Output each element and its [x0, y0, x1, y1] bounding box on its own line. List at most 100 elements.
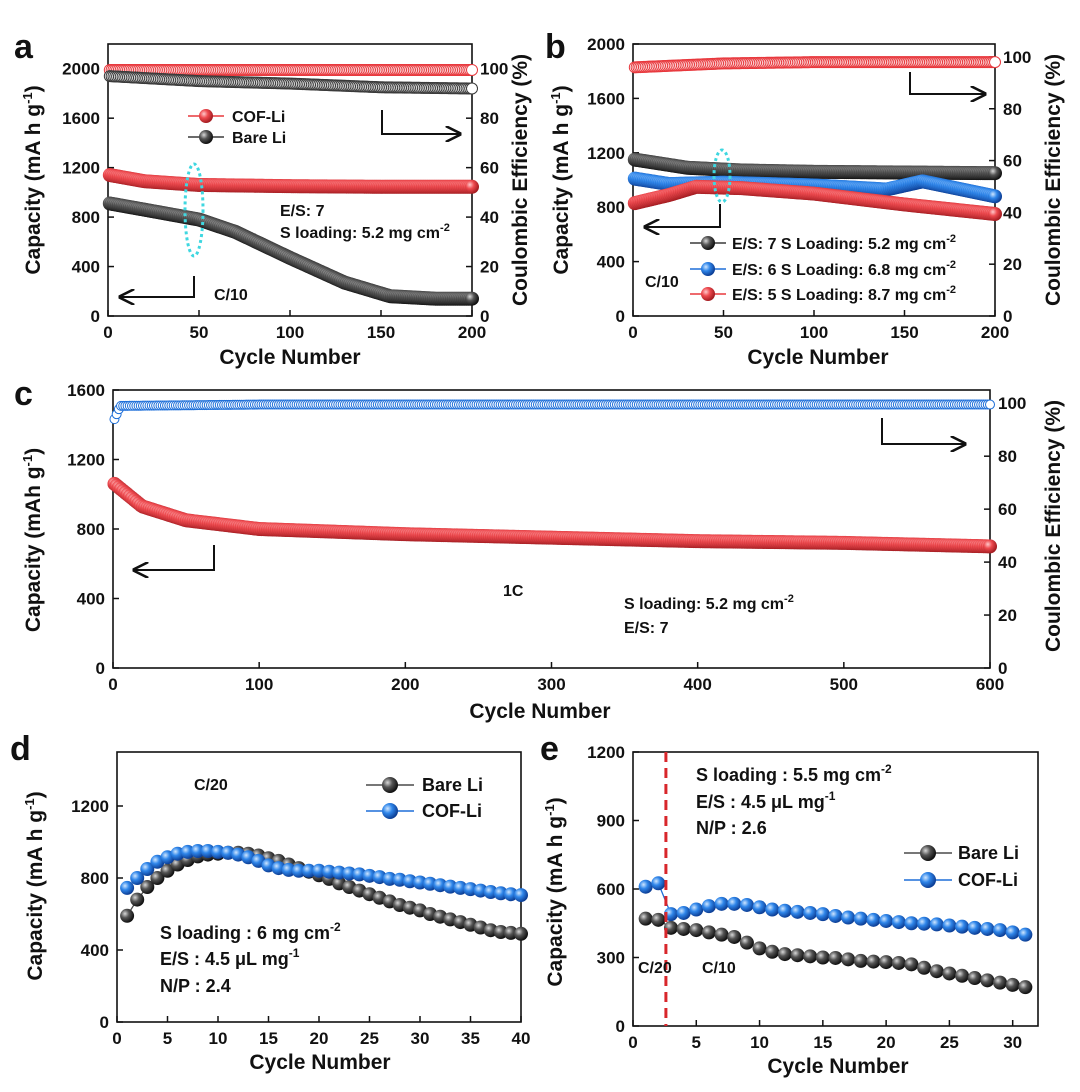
point-e-s1-22 — [917, 916, 932, 931]
point-d-s1-8 — [200, 844, 215, 858]
annotation-rate-c10-e: C/10 — [702, 960, 736, 977]
point-d-s1-0 — [120, 880, 135, 895]
xlabel-c: Cycle Number — [469, 700, 610, 723]
point-e-s0-11 — [777, 947, 792, 962]
marks-d — [120, 844, 528, 941]
point-e-s0-14 — [815, 950, 830, 965]
y-tick-label-b-5: 2000 — [587, 35, 625, 54]
x-tick-label-d-6: 30 — [411, 1029, 430, 1048]
legend-marker-es7-b — [701, 236, 715, 250]
legend-label-es5-b: E/S: 5 S Loading: 8.7 mg cm-2 — [732, 284, 956, 304]
y2-tick-label-a-4: 80 — [480, 109, 499, 128]
y2-tick-label-c-0: 0 — [998, 659, 1007, 678]
y2-tick-label-b-3: 60 — [1003, 152, 1022, 171]
y2-tick-label-a-0: 0 — [480, 307, 489, 326]
marks-a — [102, 63, 479, 306]
point-e-s1-11 — [777, 903, 792, 918]
annotation-np-e: N/P : 2.6 — [696, 818, 767, 838]
y-tick-label-a-1: 400 — [72, 258, 100, 277]
point-e-s1-25 — [955, 919, 970, 934]
x-tick-label-d-5: 25 — [360, 1029, 379, 1048]
y2-tick-label-c-5: 100 — [998, 394, 1026, 413]
x-tick-label-a-1: 50 — [190, 323, 209, 342]
point-e-s1-13 — [803, 905, 818, 920]
point-e-s1-7 — [727, 896, 742, 911]
point-e-s0-3 — [676, 921, 691, 936]
y-tick-label-d-1: 400 — [81, 941, 109, 960]
legend-marker-es6-b — [701, 262, 715, 276]
y2-tick-label-c-3: 60 — [998, 500, 1017, 519]
y-tick-label-e-0: 0 — [616, 1017, 625, 1036]
point-e-s1-9 — [752, 900, 767, 915]
point-c-s1-399 — [985, 399, 995, 410]
point-e-s1-2 — [663, 907, 678, 922]
annotation-sloading-e: S loading : 5.5 mg cm-2 — [696, 762, 892, 785]
y-tick-label-d-0: 0 — [100, 1013, 109, 1032]
point-e-s1-16 — [841, 910, 856, 925]
point-e-s0-23 — [929, 964, 944, 979]
point-d-s1-22 — [342, 866, 357, 881]
x-tick-label-b-0: 0 — [628, 323, 637, 342]
point-d-s1-17 — [291, 863, 306, 878]
y-tick-label-c-3: 1200 — [67, 451, 105, 470]
arrow-left-axis-a — [120, 276, 195, 297]
point-e-s1-23 — [929, 917, 944, 932]
x-tick-label-b-2: 100 — [800, 323, 828, 342]
x-tick-label-c-6: 600 — [976, 675, 1004, 694]
y-tick-label-d-3: 1200 — [71, 797, 109, 816]
point-d-s0-4 — [160, 863, 175, 878]
y2-tick-label-c-4: 80 — [998, 447, 1017, 466]
x-tick-label-b-4: 200 — [981, 323, 1009, 342]
annotation-rate-c20-e: C/20 — [638, 960, 672, 977]
y2-tick-label-b-4: 80 — [1003, 100, 1022, 119]
x-tick-label-d-4: 20 — [310, 1029, 329, 1048]
point-d-s0-0 — [120, 908, 135, 923]
point-d-s0-2 — [140, 880, 155, 894]
panel-b: b 0 50 100 150 20004008001200160020000204060… — [545, 28, 1065, 369]
y2-tick-label-a-5: 100 — [480, 60, 508, 79]
arrow-right-axis-a — [381, 110, 460, 134]
arrow-left-axis-c — [134, 545, 215, 570]
y2-tick-label-b-5: 100 — [1003, 48, 1031, 67]
xlabel-e: Cycle Number — [767, 1055, 908, 1078]
legend-marker-cofli-e — [920, 872, 936, 888]
point-e-s0-21 — [904, 957, 919, 972]
annotation-rate-c: 1C — [503, 583, 524, 600]
point-e-s1-29 — [1005, 925, 1020, 940]
point-e-s0-26 — [967, 971, 982, 986]
y2-tick-label-c-2: 40 — [998, 553, 1017, 572]
point-e-s0-17 — [853, 953, 868, 968]
ticks-a: 0 50 100 150 2000400800120016002000020406080… — [62, 60, 508, 342]
point-e-s0-5 — [701, 925, 716, 940]
point-d-s1-21 — [332, 865, 347, 880]
y-tick-label-a-0: 0 — [91, 307, 100, 326]
point-d-s1-37 — [493, 886, 508, 901]
annotation-rate-d: C/20 — [194, 777, 228, 794]
y-tick-label-e-3: 900 — [597, 812, 625, 831]
y2-tick-label-a-2: 40 — [480, 208, 499, 227]
y2label-b: Coulombic Efficiency (%) — [1042, 54, 1065, 306]
x-tick-label-e-6: 30 — [1003, 1033, 1022, 1052]
point-b-s1-199 — [988, 189, 1002, 204]
point-e-s0-29 — [1005, 977, 1020, 992]
point-e-s1-26 — [967, 920, 982, 935]
point-e-s0-20 — [891, 955, 906, 970]
point-b-s0-199 — [988, 166, 1002, 181]
x-tick-label-c-2: 200 — [391, 675, 419, 694]
y2-tick-label-b-1: 20 — [1003, 255, 1022, 274]
y-tick-label-b-1: 400 — [597, 253, 625, 272]
y-tick-label-b-2: 800 — [597, 198, 625, 217]
point-b-s3-199 — [989, 56, 1001, 69]
marks-c — [107, 399, 997, 554]
x-tick-label-e-5: 25 — [940, 1033, 959, 1052]
annotation-sloading-c: S loading: 5.2 mg cm-2 — [624, 593, 794, 613]
y-tick-label-b-0: 0 — [616, 307, 625, 326]
panel-a: a 0 50 100 150 20004008001200160020000204060… — [14, 28, 532, 369]
annotation-sloading-d: S loading : 6 mg cm-2 — [160, 920, 341, 943]
point-d-s0-37 — [493, 925, 508, 939]
ticks-b: 0 50 100 150 2000400800120016002000020406080… — [587, 35, 1031, 342]
legend-marker-cofli-d — [382, 803, 398, 819]
